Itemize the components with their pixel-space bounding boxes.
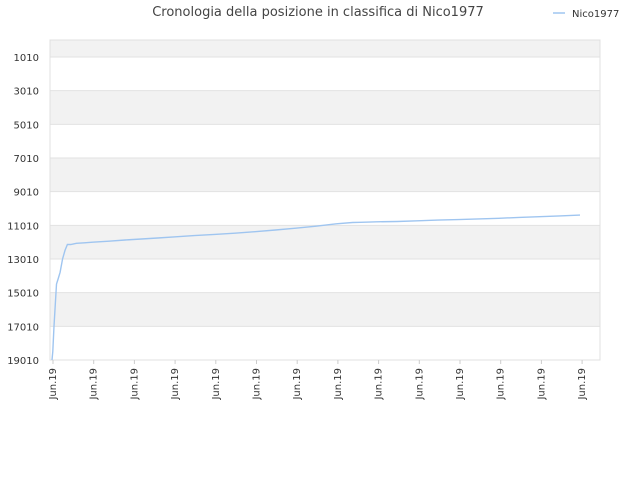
x-axis: Jun.19 Jun.19 Jun.19 Jun.19 Jun.19 Jun.19 Jun.… <box>48 360 588 401</box>
x-tick-label: Jun.19 <box>129 368 140 401</box>
x-tick-label: Jun.19 <box>414 368 425 401</box>
x-tick-label: Jun.19 <box>333 368 344 401</box>
plot-background-bands <box>50 40 600 360</box>
plot-band <box>50 326 600 360</box>
plot-band <box>50 57 600 91</box>
y-tick-label: 11010 <box>7 221 39 232</box>
y-tick-label: 7010 <box>14 154 39 165</box>
x-tick-label: Jun.19 <box>89 368 100 401</box>
chart-title: Cronologia della posizione in classifica… <box>152 5 484 20</box>
y-tick-label: 13010 <box>7 255 39 266</box>
plot-band <box>50 191 600 226</box>
y-axis: 1010 3010 5010 7010 9010 11010 13010 15010 17010… <box>7 53 39 367</box>
x-tick-label: Jun.19 <box>252 368 263 401</box>
plot-band <box>50 124 600 159</box>
legend-label[interactable]: Nico1977 <box>572 9 619 20</box>
x-tick-label: Jun.19 <box>577 368 588 401</box>
x-tick-label: Jun.19 <box>170 368 181 401</box>
plot-border <box>49 39 601 361</box>
x-tick-label: Jun.19 <box>211 368 222 401</box>
x-tick-label: Jun.19 <box>374 368 385 401</box>
plot-band <box>50 40 600 58</box>
y-tick-label: 19010 <box>7 356 39 367</box>
x-tick-label: Jun.19 <box>496 368 507 401</box>
plot-band <box>50 259 600 293</box>
x-tick-label: Jun.19 <box>536 368 547 401</box>
y-tick-label: 3010 <box>14 87 39 98</box>
x-tick-label: Jun.19 <box>455 368 466 401</box>
series-line-nico1977 <box>51 214 581 361</box>
y-tick-label: 15010 <box>7 289 39 300</box>
x-tick-label: Jun.19 <box>292 368 303 401</box>
y-tick-label: 9010 <box>14 188 39 199</box>
y-tick-label: 1010 <box>14 53 39 64</box>
y-tick-label: 5010 <box>14 120 39 131</box>
plot-band <box>50 292 600 327</box>
plot-band <box>50 225 600 260</box>
plot-band <box>50 158 600 192</box>
x-tick-label: Jun.19 <box>48 368 59 401</box>
y-tick-label: 17010 <box>7 322 39 333</box>
plot-band <box>50 90 600 125</box>
